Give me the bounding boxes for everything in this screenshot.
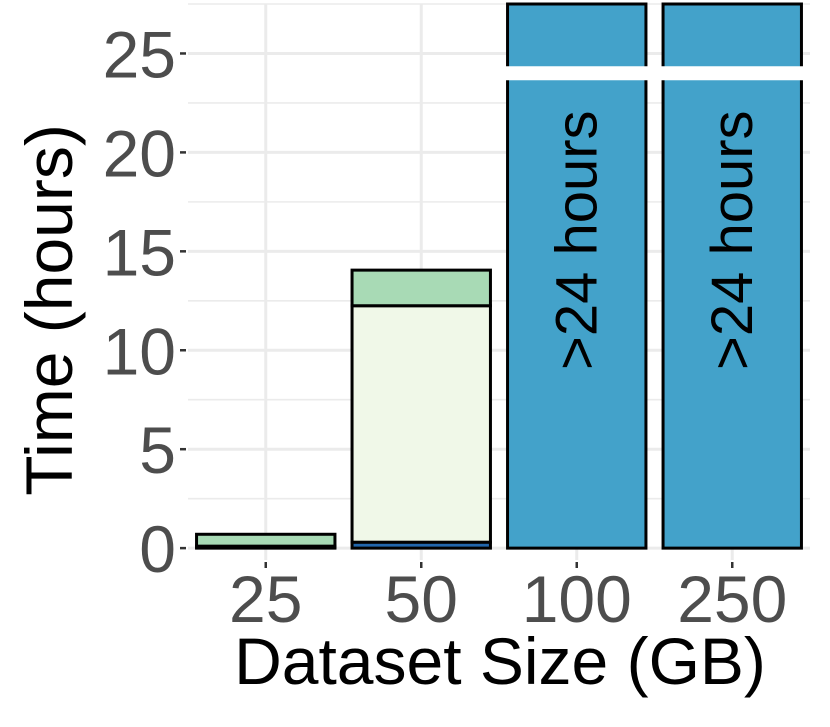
bar-exceeded bbox=[661, 2, 803, 550]
x-tick-label: 25 bbox=[229, 562, 302, 636]
bar-value-label: >24 hours bbox=[545, 110, 610, 370]
y-tick-label: 10 bbox=[103, 314, 176, 388]
bar-segment bbox=[350, 304, 492, 544]
x-tick-label: 50 bbox=[385, 562, 458, 636]
axis-ticks: 0 5 10 15 20 25 25 50 100 250 bbox=[103, 17, 788, 636]
bar-segment bbox=[350, 268, 492, 308]
bar-segment bbox=[195, 532, 337, 548]
y-tick-label: 0 bbox=[139, 512, 176, 586]
x-axis-title: Dataset Size (GB) bbox=[234, 624, 766, 698]
y-tick-label: 15 bbox=[103, 215, 176, 289]
y-tick-label: 20 bbox=[103, 116, 176, 190]
axis-break-mark bbox=[505, 66, 648, 81]
y-axis-title: Time (hours) bbox=[12, 124, 86, 496]
axis-break-mark bbox=[661, 66, 804, 81]
y-tick-label: 5 bbox=[139, 413, 176, 487]
x-tick-label: 100 bbox=[522, 562, 632, 636]
bar-exceeded bbox=[506, 2, 648, 550]
y-tick-label: 25 bbox=[103, 17, 176, 91]
bar-value-label: >24 hours bbox=[700, 110, 765, 370]
bars: >24 hours >24 hours bbox=[195, 2, 804, 550]
x-tick-label: 250 bbox=[677, 562, 787, 636]
